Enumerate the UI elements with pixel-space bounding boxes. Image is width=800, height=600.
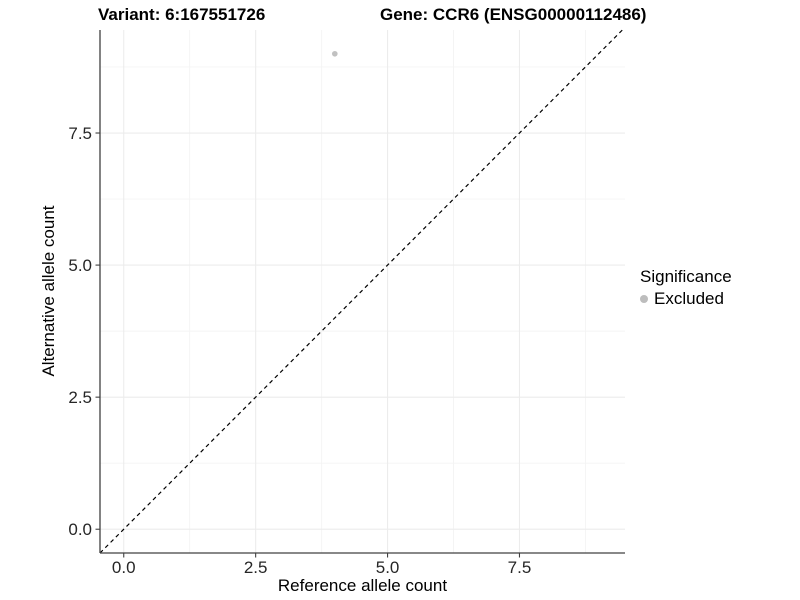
y-tick-label: 2.5 [68, 388, 92, 407]
legend-item-excluded: Excluded [640, 289, 732, 308]
x-tick-label: 7.5 [508, 558, 532, 577]
plot-title-gene: Gene: CCR6 (ENSG00000112486) [380, 5, 647, 24]
y-tick-label: 0.0 [68, 520, 92, 539]
excluded-point-icon [640, 294, 648, 303]
x-tick-label: 5.0 [376, 558, 400, 577]
x-tick-label: 2.5 [244, 558, 268, 577]
x-tick-label: 0.0 [112, 558, 136, 577]
y-tick-label: 5.0 [68, 256, 92, 275]
legend: Significance Excluded [640, 267, 732, 308]
identity-reference-line [99, 29, 623, 554]
plot-title-variant: Variant: 6:167551726 [98, 5, 266, 24]
legend-item-label: Excluded [654, 289, 724, 308]
data-point [331, 50, 338, 57]
y-tick-label: 7.5 [68, 124, 92, 143]
y-axis-label: Alternative allele count [39, 205, 58, 377]
x-axis-label: Reference allele count [277, 576, 448, 595]
legend-title: Significance [640, 267, 732, 286]
